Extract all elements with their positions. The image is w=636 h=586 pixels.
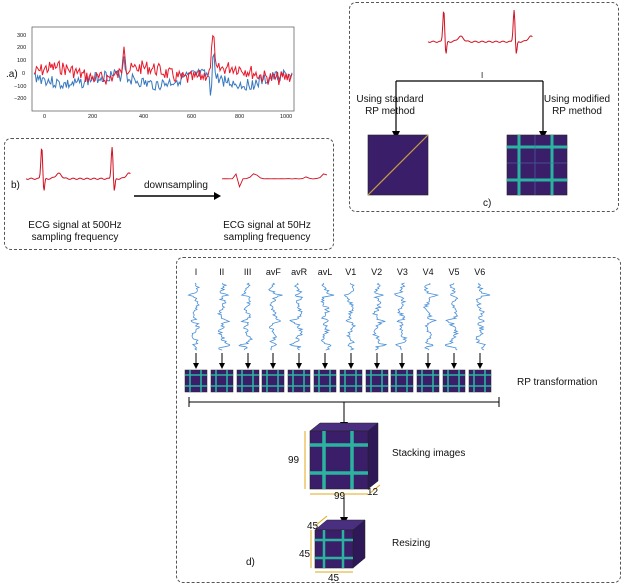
lead-label-v6: V6 [474,267,486,277]
ecg-50hz-signal [221,172,328,189]
left-method-line1: Using standard [356,94,424,105]
stack-height-label: 99 [288,455,300,466]
right-caption-line2: sampling frequency [223,232,311,243]
signal-1-line [33,34,293,85]
lead-label-avf: avF [265,267,281,277]
lead-signal-v1 [339,282,363,393]
y-tick-5: −200 [14,96,27,102]
panel-a-plot [31,26,295,112]
x-tick-1: 200 [88,114,98,120]
resize-depth-label: 45 [307,521,319,532]
y-tick-2: 100 [17,58,27,64]
lead-label-v2: V2 [371,267,383,277]
downsampling-arrow [134,192,221,200]
lead-signal-ii [210,282,234,393]
stack-depth-label: 12 [367,487,379,498]
lead-signal-avr [287,282,311,393]
rp-transformation-label: RP transformation [517,377,598,388]
lead-label-iii: III [243,267,252,277]
ecg-panel-c-signal [427,10,533,54]
panel-b-label: b) [11,180,20,191]
left-method-line2: RP method [365,106,415,117]
x-tick-5: 1000 [280,114,293,120]
lead-signal-iii [236,282,259,393]
x-tick-4: 800 [235,114,245,120]
lead-label-ii: II [219,267,225,277]
modified-rp-image [506,134,568,196]
panel-b [4,138,334,250]
panel-d [176,257,621,583]
x-tick-2: 400 [139,114,149,120]
resized-cube [310,515,366,573]
panel-a-label: .a) [6,69,18,80]
lead-signal-v4 [416,282,440,393]
lead-signal-avf [262,282,285,393]
panel-c [349,2,619,212]
y-tick-0: 300 [17,33,27,39]
resize-width-label: 45 [328,573,340,584]
resize-height-label: 45 [299,549,311,560]
lead-label-avl: avL [317,267,333,277]
stacked-images-cube [304,422,381,495]
ecg-500hz-signal [25,147,131,191]
stacking-images-label: Stacking images [392,448,466,459]
lead-label-v3: V3 [396,267,408,277]
y-tick-4: −100 [14,84,27,90]
x-tick-3: 600 [187,114,197,120]
y-tick-1: 200 [17,45,27,51]
left-caption-line1: ECG signal at 500Hz [28,220,122,231]
lead-signal-v5 [442,282,466,393]
right-method-line1: Using modified [543,94,611,105]
lead-label-avr: avR [291,267,308,277]
left-caption-line2: sampling frequency [31,232,119,243]
right-caption-line1: ECG signal at 50Hz [223,220,311,231]
lead-label-v1: V1 [345,267,357,277]
lead-signal-v2 [365,282,388,393]
lead-signal-i [184,282,208,393]
panel-c-label: c) [483,198,492,209]
lead-signal-v6 [468,282,492,393]
lead-label-i: I [194,267,198,277]
downsampling-label: downsampling [144,180,208,191]
branch-marker: I [481,71,484,80]
resizing-label: Resizing [392,538,431,549]
stack-width-label: 99 [334,491,346,502]
lead-signal-avl [313,282,337,393]
panel-d-label: d) [246,557,255,568]
lead-label-v5: V5 [448,267,460,277]
y-tick-3: 0 [22,71,26,77]
standard-rp-image [367,134,429,196]
right-method-line2: RP method [552,106,602,117]
lead-label-v4: V4 [422,267,434,277]
signal-2-line [33,52,293,96]
lead-signal-v3 [391,282,414,393]
x-tick-0: 0 [43,114,47,120]
